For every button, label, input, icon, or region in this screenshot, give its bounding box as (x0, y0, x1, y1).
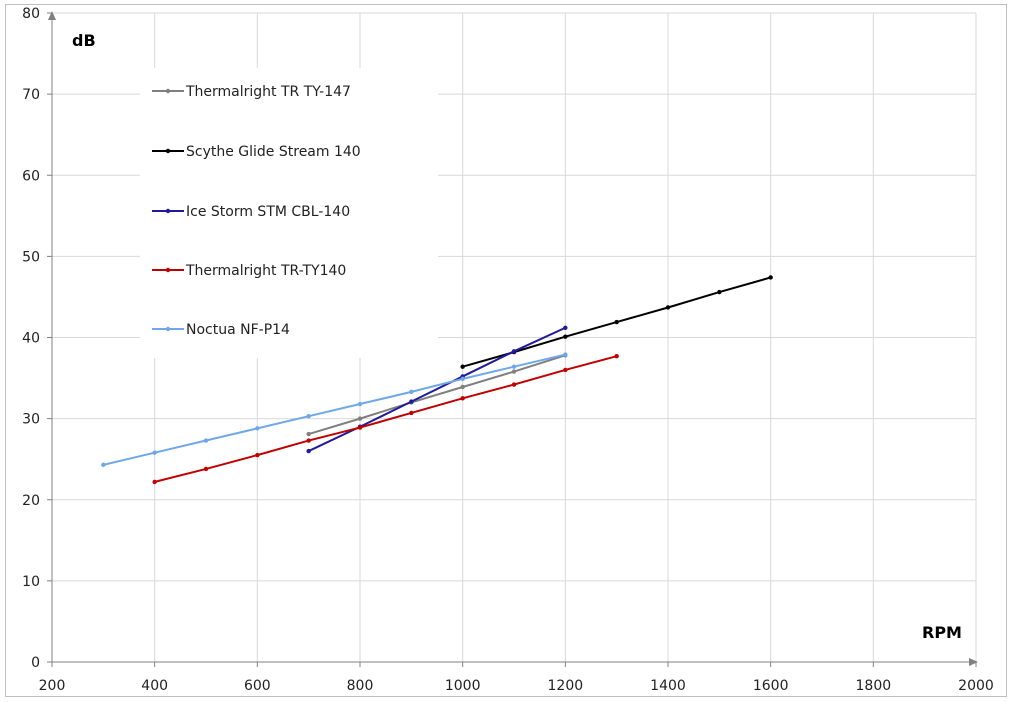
data-point (511, 364, 517, 369)
data-point (101, 462, 106, 468)
y-tick-label: 30 (22, 412, 40, 428)
x-tick-label: 1200 (548, 678, 584, 694)
data-point (409, 389, 414, 395)
y-tick-label: 10 (22, 574, 40, 590)
series-4 (101, 352, 568, 468)
series-2 (306, 325, 568, 454)
data-point (563, 352, 568, 357)
legend-marker (165, 208, 171, 214)
y-tick-label: 20 (22, 493, 40, 509)
data-point (460, 384, 465, 390)
series-line (154, 355, 617, 483)
series-line (308, 326, 566, 452)
data-point (306, 448, 311, 454)
legend-label: Thermalright TR TY-147 (185, 84, 351, 100)
legend-marker (165, 326, 171, 332)
data-point (511, 349, 517, 354)
y-tick-label: 60 (22, 168, 40, 184)
y-tick-label: 0 (31, 655, 40, 671)
legend-background (140, 68, 438, 358)
data-point (306, 413, 311, 419)
series-line (308, 354, 566, 435)
data-point (203, 466, 209, 472)
legend-label: Scythe Glide Stream 140 (186, 144, 361, 160)
x-tick-label: 2000 (958, 678, 994, 694)
data-point (563, 367, 568, 373)
series-group (101, 275, 773, 485)
data-point (460, 364, 465, 369)
data-point (563, 325, 568, 330)
x-axis-arrow (969, 658, 978, 666)
y-tick-label: 50 (22, 249, 40, 265)
x-tick-label: 200 (39, 678, 66, 694)
data-point (255, 452, 260, 458)
legend: Thermalright TR TY-147 Scythe Glide Strea… (140, 68, 438, 358)
data-point (203, 438, 209, 443)
series-3 (152, 353, 619, 485)
data-point (409, 410, 414, 416)
legend-marker (165, 267, 171, 273)
data-point (357, 425, 363, 430)
data-point (306, 438, 311, 443)
data-point (511, 382, 517, 387)
legend-label: Noctua NF-P14 (186, 322, 290, 338)
data-point (563, 334, 568, 339)
data-point (460, 376, 465, 382)
x-tick-label: 600 (244, 678, 271, 694)
data-point (717, 289, 722, 295)
data-point (357, 401, 363, 407)
y-axis-arrow (48, 11, 56, 20)
data-point (614, 319, 619, 325)
data-point (357, 416, 363, 421)
data-point (255, 426, 260, 431)
x-tick-label: 1400 (650, 678, 686, 694)
data-point (460, 396, 465, 401)
x-tick-label: 1800 (856, 678, 892, 694)
legend-marker (165, 88, 171, 94)
axes: 200 400 600 800 1000 1200 1400 1600 1800 2000 0 10 2… (22, 6, 994, 694)
series-0 (306, 353, 568, 437)
y-tick-label: 80 (22, 6, 40, 22)
legend-marker (165, 148, 171, 154)
data-point (768, 275, 773, 280)
y-axis-title: dB (72, 31, 96, 50)
y-tick-label: 70 (22, 87, 40, 103)
legend-label: Ice Storm STM CBL-140 (186, 204, 350, 220)
x-tick-label: 800 (347, 678, 374, 694)
legend-label: Thermalright TR-TY140 (185, 263, 346, 279)
data-point (614, 353, 619, 359)
x-tick-label: 1000 (445, 678, 481, 694)
data-point (665, 305, 671, 310)
data-point (409, 399, 414, 404)
data-point (306, 431, 311, 437)
y-tick-label: 40 (22, 331, 40, 347)
x-axis-title: RPM (922, 623, 962, 642)
data-point (511, 369, 517, 374)
data-point (152, 479, 157, 485)
data-point (152, 450, 157, 455)
series-line (103, 353, 566, 466)
x-tick-label: 1600 (753, 678, 789, 694)
x-tick-label: 400 (141, 678, 168, 694)
